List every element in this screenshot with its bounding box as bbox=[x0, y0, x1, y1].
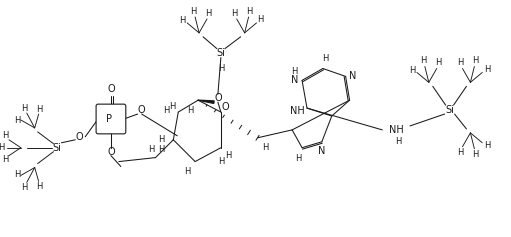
Text: H: H bbox=[184, 167, 191, 176]
Text: H: H bbox=[187, 105, 193, 114]
Text: H: H bbox=[225, 151, 232, 160]
Text: H: H bbox=[36, 105, 43, 114]
Text: H: H bbox=[2, 155, 8, 164]
Text: H: H bbox=[158, 145, 165, 154]
Text: O: O bbox=[107, 147, 115, 157]
Text: H: H bbox=[457, 58, 463, 67]
Text: H: H bbox=[295, 154, 301, 163]
Text: O: O bbox=[138, 105, 146, 115]
Text: H: H bbox=[148, 145, 155, 154]
Text: H: H bbox=[158, 135, 165, 144]
Text: H: H bbox=[321, 54, 328, 63]
Text: H: H bbox=[36, 182, 43, 191]
Text: H: H bbox=[291, 67, 297, 76]
Text: H: H bbox=[218, 64, 224, 73]
Text: H: H bbox=[262, 143, 269, 152]
Text: O: O bbox=[107, 84, 115, 94]
Text: H: H bbox=[2, 131, 8, 140]
Text: H: H bbox=[409, 66, 415, 75]
Text: P: P bbox=[106, 114, 112, 124]
Text: H: H bbox=[14, 116, 20, 125]
Text: H: H bbox=[21, 104, 28, 113]
Text: H: H bbox=[218, 157, 224, 166]
Text: H: H bbox=[457, 148, 463, 157]
Text: H: H bbox=[257, 15, 264, 24]
Text: H: H bbox=[169, 102, 175, 111]
Text: H: H bbox=[14, 170, 20, 179]
Text: Si: Si bbox=[445, 105, 454, 115]
Text: H: H bbox=[163, 105, 170, 114]
Text: H: H bbox=[420, 56, 426, 65]
Text: H: H bbox=[472, 150, 478, 159]
Text: O: O bbox=[221, 102, 228, 112]
Text: N: N bbox=[318, 146, 326, 156]
Text: H: H bbox=[395, 137, 401, 146]
Text: Si: Si bbox=[217, 48, 225, 58]
Text: Si: Si bbox=[52, 143, 61, 153]
Text: H: H bbox=[205, 9, 211, 18]
Text: H: H bbox=[435, 58, 442, 67]
Text: H: H bbox=[246, 7, 253, 16]
Text: N: N bbox=[349, 71, 356, 82]
Text: O: O bbox=[214, 93, 222, 103]
Text: N: N bbox=[291, 75, 299, 85]
Text: H: H bbox=[484, 65, 491, 74]
Polygon shape bbox=[198, 100, 214, 103]
Text: H: H bbox=[190, 7, 196, 16]
Text: H: H bbox=[231, 9, 238, 18]
Text: NH: NH bbox=[290, 106, 305, 116]
Text: H: H bbox=[21, 183, 28, 192]
FancyBboxPatch shape bbox=[96, 104, 126, 134]
Text: H: H bbox=[484, 141, 491, 150]
Text: O: O bbox=[76, 132, 83, 142]
Text: H: H bbox=[472, 56, 478, 65]
Text: H: H bbox=[0, 143, 4, 152]
Text: NH: NH bbox=[389, 125, 404, 135]
Text: H: H bbox=[179, 16, 185, 25]
